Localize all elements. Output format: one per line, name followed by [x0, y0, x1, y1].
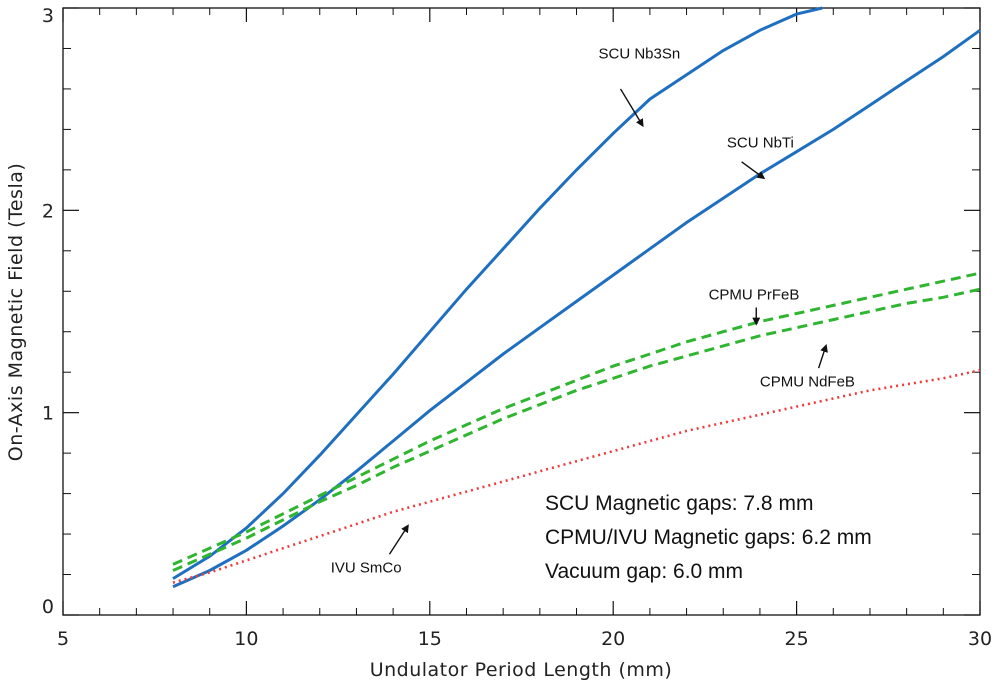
- series-lines: [172, 6, 981, 589]
- series-line-ivu-smco: [172, 368, 981, 584]
- gap-note: Vacuum gap: 6.0 mm: [545, 560, 743, 583]
- x-tick-label: 30: [968, 628, 992, 650]
- series-line-cpmu-prfeb: [172, 271, 981, 566]
- x-tick-label: 20: [601, 628, 625, 650]
- x-tick-label: 25: [785, 628, 809, 650]
- annotation-arrow: [619, 88, 644, 128]
- series-label: SCU NbTi: [727, 135, 794, 152]
- gap-notes: SCU Magnetic gaps: 7.8 mm CPMU/IVU Magnet…: [545, 492, 872, 583]
- series-line-cpmu-ndfeb: [172, 287, 981, 572]
- gap-note: CPMU/IVU Magnetic gaps: 6.2 mm: [545, 526, 872, 549]
- series-label: CPMU NdFeB: [760, 373, 855, 390]
- axis-ticks: [62, 7, 981, 616]
- x-tick-label: 15: [418, 628, 442, 650]
- series-label: CPMU PrFeB: [709, 286, 800, 303]
- x-tick-label: 10: [234, 628, 258, 650]
- annotation-arrow: [741, 161, 766, 180]
- annotation-arrow: [817, 343, 828, 369]
- series-label: SCU Nb3Sn: [599, 46, 681, 63]
- axis-tick-labels: 5 10 15 20 25 30 0 1 2 3: [42, 5, 992, 650]
- plot-frame: [62, 7, 981, 616]
- series-line-scu-nb3sn: [172, 6, 823, 580]
- y-tick-label: 0: [42, 596, 54, 618]
- y-tick-label: 2: [42, 200, 54, 222]
- series-label: IVU SmCo: [331, 560, 402, 577]
- y-tick-label: 1: [42, 403, 54, 425]
- y-axis-title: On-Axis Magnetic Field (Tesla): [5, 163, 27, 462]
- series-annotations: SCU Nb3Sn SCU NbTi CPMU PrFeB CPMU NdFeB IVU…: [331, 46, 855, 577]
- x-axis-title: Undulator Period Length (mm): [370, 659, 673, 681]
- annotation-arrow: [388, 524, 409, 555]
- y-tick-label: 3: [42, 5, 54, 27]
- gap-note: SCU Magnetic gaps: 7.8 mm: [545, 492, 813, 515]
- x-tick-label: 5: [57, 628, 69, 650]
